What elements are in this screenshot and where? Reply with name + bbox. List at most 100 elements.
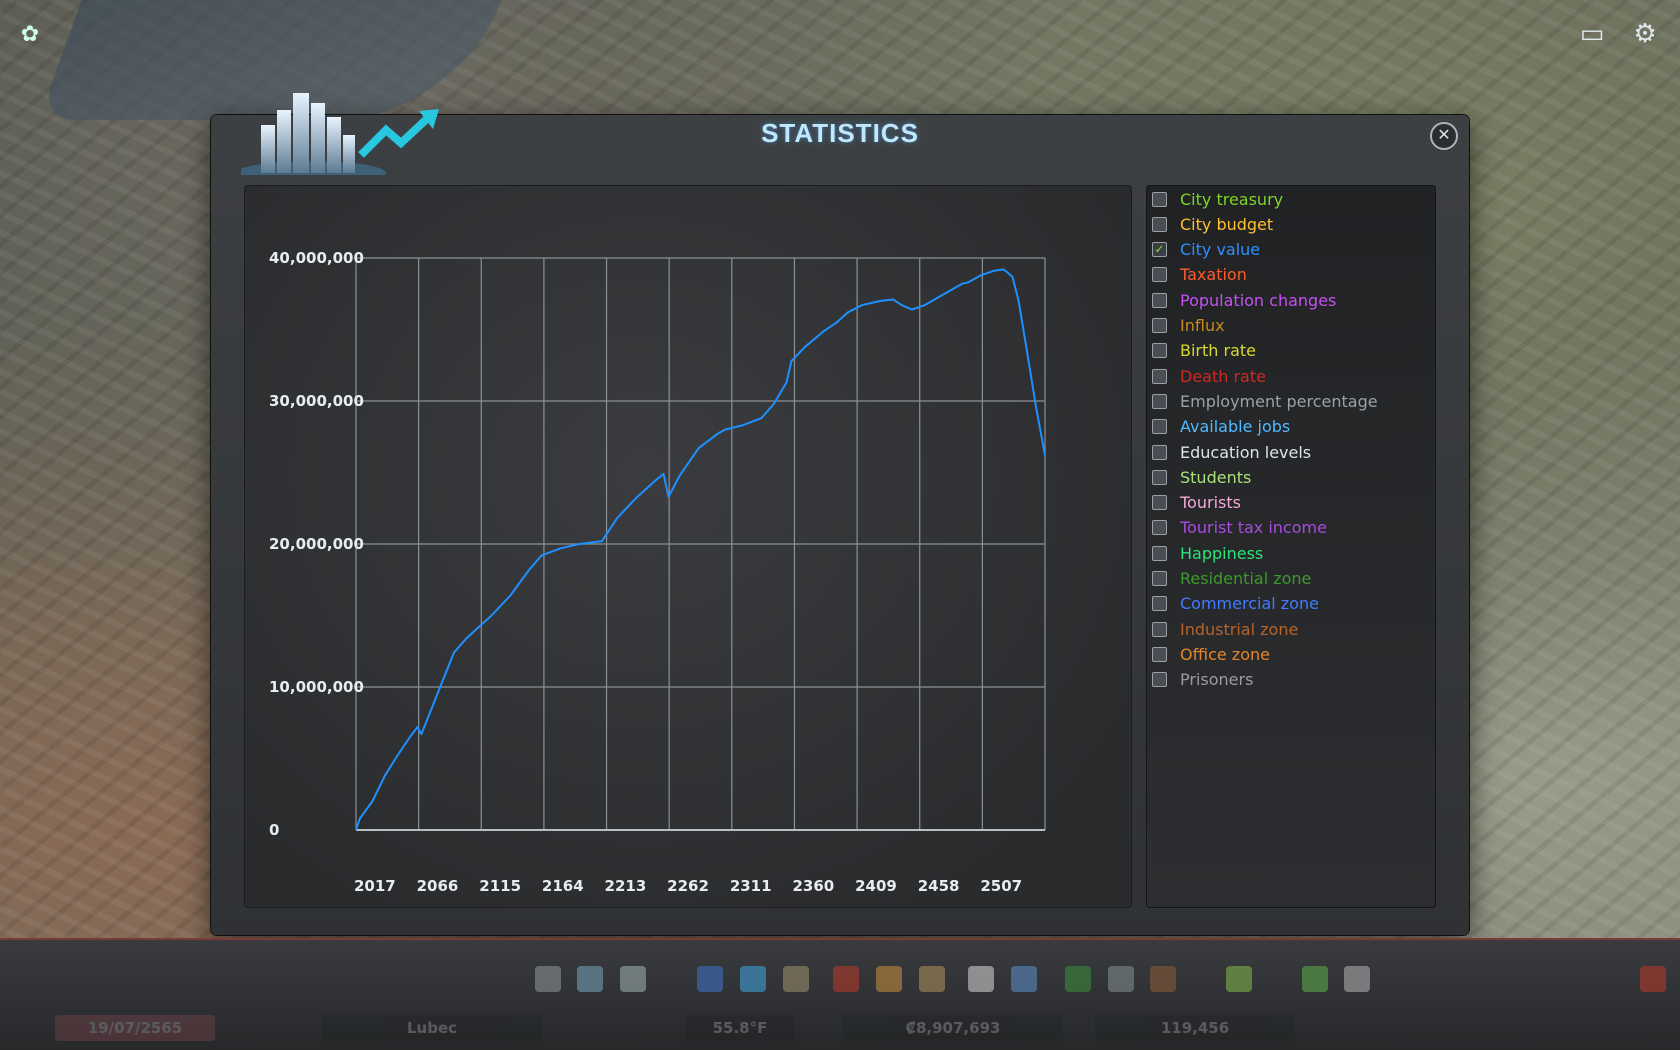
legend-item-commercial-zone[interactable]: Commercial zone xyxy=(1150,593,1319,615)
policies-icon[interactable] xyxy=(1344,966,1370,992)
parks-icon[interactable] xyxy=(1065,966,1091,992)
garbage-icon[interactable] xyxy=(783,966,809,992)
checkbox[interactable] xyxy=(1152,216,1167,232)
landscaping-icon[interactable] xyxy=(1226,966,1252,992)
y-tick-label: 20,000,000 xyxy=(269,535,364,553)
legend-label: Education levels xyxy=(1180,442,1312,462)
checkbox[interactable] xyxy=(1152,191,1167,207)
legend-item-birth-rate[interactable]: Birth rate xyxy=(1150,340,1256,362)
x-tick-label: 2066 xyxy=(417,877,459,895)
money-field[interactable]: ₡8,907,693 xyxy=(843,1015,1063,1041)
legend-label: Industrial zone xyxy=(1180,619,1299,639)
legend-item-death-rate[interactable]: Death rate xyxy=(1150,365,1266,387)
population-field[interactable]: 119,456 xyxy=(1095,1015,1295,1041)
x-tick-label: 2213 xyxy=(605,877,647,895)
city-value-chart: 0 10,000,000 20,000,000 30,000,000 40,000,00… xyxy=(269,249,1046,895)
y-tick-label: 30,000,000 xyxy=(269,392,364,410)
legend-item-city-budget[interactable]: City budget xyxy=(1150,213,1273,235)
date-field[interactable]: 19/07/2565 xyxy=(55,1015,215,1041)
y-tick-label: 0 xyxy=(269,821,279,839)
legend-item-taxation[interactable]: Taxation xyxy=(1150,264,1247,286)
y-tick-label: 40,000,000 xyxy=(269,249,364,267)
legend-item-available-jobs[interactable]: Available jobs xyxy=(1150,416,1290,438)
checkbox[interactable] xyxy=(1152,393,1167,409)
healthcare-icon[interactable] xyxy=(833,966,859,992)
legend-item-tourists[interactable]: Tourists xyxy=(1150,492,1241,514)
legend-label: Commercial zone xyxy=(1180,594,1319,614)
transport-icon[interactable] xyxy=(1011,966,1037,992)
checkbox[interactable] xyxy=(1152,444,1167,460)
zoning-icon[interactable] xyxy=(577,966,603,992)
legend-item-population-changes[interactable]: Population changes xyxy=(1150,289,1336,311)
legend-item-tourist-tax-income[interactable]: Tourist tax income xyxy=(1150,517,1327,539)
checkbox[interactable] xyxy=(1152,520,1167,536)
bulldozer-icon[interactable] xyxy=(1640,966,1666,992)
x-tick-label: 2262 xyxy=(667,877,709,895)
legend-item-city-value[interactable]: ✓ City value xyxy=(1150,239,1260,261)
roads-icon[interactable] xyxy=(535,966,561,992)
legend-item-education-levels[interactable]: Education levels xyxy=(1150,441,1311,463)
education-icon[interactable] xyxy=(968,966,994,992)
x-tick-label: 2360 xyxy=(792,877,834,895)
legend-item-students[interactable]: Students xyxy=(1150,466,1251,488)
legend-item-office-zone[interactable]: Office zone xyxy=(1150,643,1270,665)
checkbox[interactable] xyxy=(1152,596,1167,612)
legend-item-prisoners[interactable]: Prisoners xyxy=(1150,669,1253,691)
x-tick-label: 2409 xyxy=(855,877,897,895)
temperature-field: 55.8°F xyxy=(685,1015,795,1041)
fire-icon[interactable] xyxy=(876,966,902,992)
gear-icon[interactable]: ⚙ xyxy=(1633,19,1657,49)
checkbox[interactable] xyxy=(1152,571,1167,586)
checkbox[interactable] xyxy=(1152,368,1167,384)
checkbox[interactable] xyxy=(1152,318,1167,333)
checkbox[interactable] xyxy=(1152,469,1167,485)
series-line-city-value xyxy=(355,268,1046,831)
checkbox[interactable] xyxy=(1152,495,1167,511)
legend-label: Influx xyxy=(1180,316,1225,335)
water-icon[interactable] xyxy=(740,966,766,992)
monuments-icon[interactable] xyxy=(1108,966,1134,992)
close-button[interactable]: ✕ xyxy=(1430,122,1458,150)
legend-label: Employment percentage xyxy=(1180,391,1378,411)
legend-label: Birth rate xyxy=(1180,341,1256,361)
checkbox[interactable] xyxy=(1152,545,1167,561)
police-icon[interactable] xyxy=(919,966,945,992)
legend-label: City budget xyxy=(1180,214,1274,234)
checkbox[interactable] xyxy=(1152,646,1167,662)
chirper-icon[interactable]: ✿ xyxy=(20,21,40,47)
legend-item-influx[interactable]: Influx xyxy=(1150,315,1225,337)
skyline-logo-icon xyxy=(241,93,439,175)
wonders-icon[interactable] xyxy=(1150,966,1176,992)
electricity-icon[interactable] xyxy=(697,966,723,992)
window-title: STATISTICS xyxy=(761,118,919,148)
checkbox[interactable] xyxy=(1152,621,1167,637)
legend-item-industrial-zone[interactable]: Industrial zone xyxy=(1150,618,1298,640)
money-icon[interactable] xyxy=(1302,966,1328,992)
legend-item-employment-percentage[interactable]: Employment percentage xyxy=(1150,390,1378,412)
x-tick-label: 2311 xyxy=(730,877,772,895)
checkbox[interactable] xyxy=(1152,672,1167,688)
legend-label: Prisoners xyxy=(1180,670,1254,690)
legend-label: City treasury xyxy=(1180,189,1284,209)
bottom-toolbar: 19/07/2565 Lubec 55.8°F ₡8,907,693 119,4… xyxy=(0,938,1680,1050)
x-tick-label: 2115 xyxy=(479,877,521,895)
status-row: 19/07/2565 Lubec 55.8°F ₡8,907,693 119,4… xyxy=(0,1012,1680,1044)
x-tick-label: 2164 xyxy=(542,877,584,895)
x-tick-label: 2458 xyxy=(918,877,960,895)
legend-label: Office zone xyxy=(1180,644,1270,664)
city-name-field[interactable]: Lubec xyxy=(322,1015,542,1041)
legend-item-happiness[interactable]: Happiness xyxy=(1150,542,1263,564)
checkbox[interactable] xyxy=(1152,267,1167,283)
districts-icon[interactable] xyxy=(620,966,646,992)
legend-item-city-treasury[interactable]: City treasury xyxy=(1150,188,1283,210)
legend-label: Death rate xyxy=(1180,366,1266,386)
checkbox[interactable] xyxy=(1152,292,1167,308)
legend-label: Available jobs xyxy=(1180,417,1291,437)
legend-panel: City treasury City budget ✓ City value Taxat… xyxy=(1146,185,1436,908)
checkbox-checked[interactable]: ✓ xyxy=(1152,242,1167,258)
card-icon[interactable]: ▭ xyxy=(1579,19,1605,49)
checkbox[interactable] xyxy=(1152,419,1167,435)
legend-item-residential-zone[interactable]: Residential zone xyxy=(1150,568,1311,590)
legend-label: Students xyxy=(1180,467,1252,487)
checkbox[interactable] xyxy=(1152,343,1167,359)
